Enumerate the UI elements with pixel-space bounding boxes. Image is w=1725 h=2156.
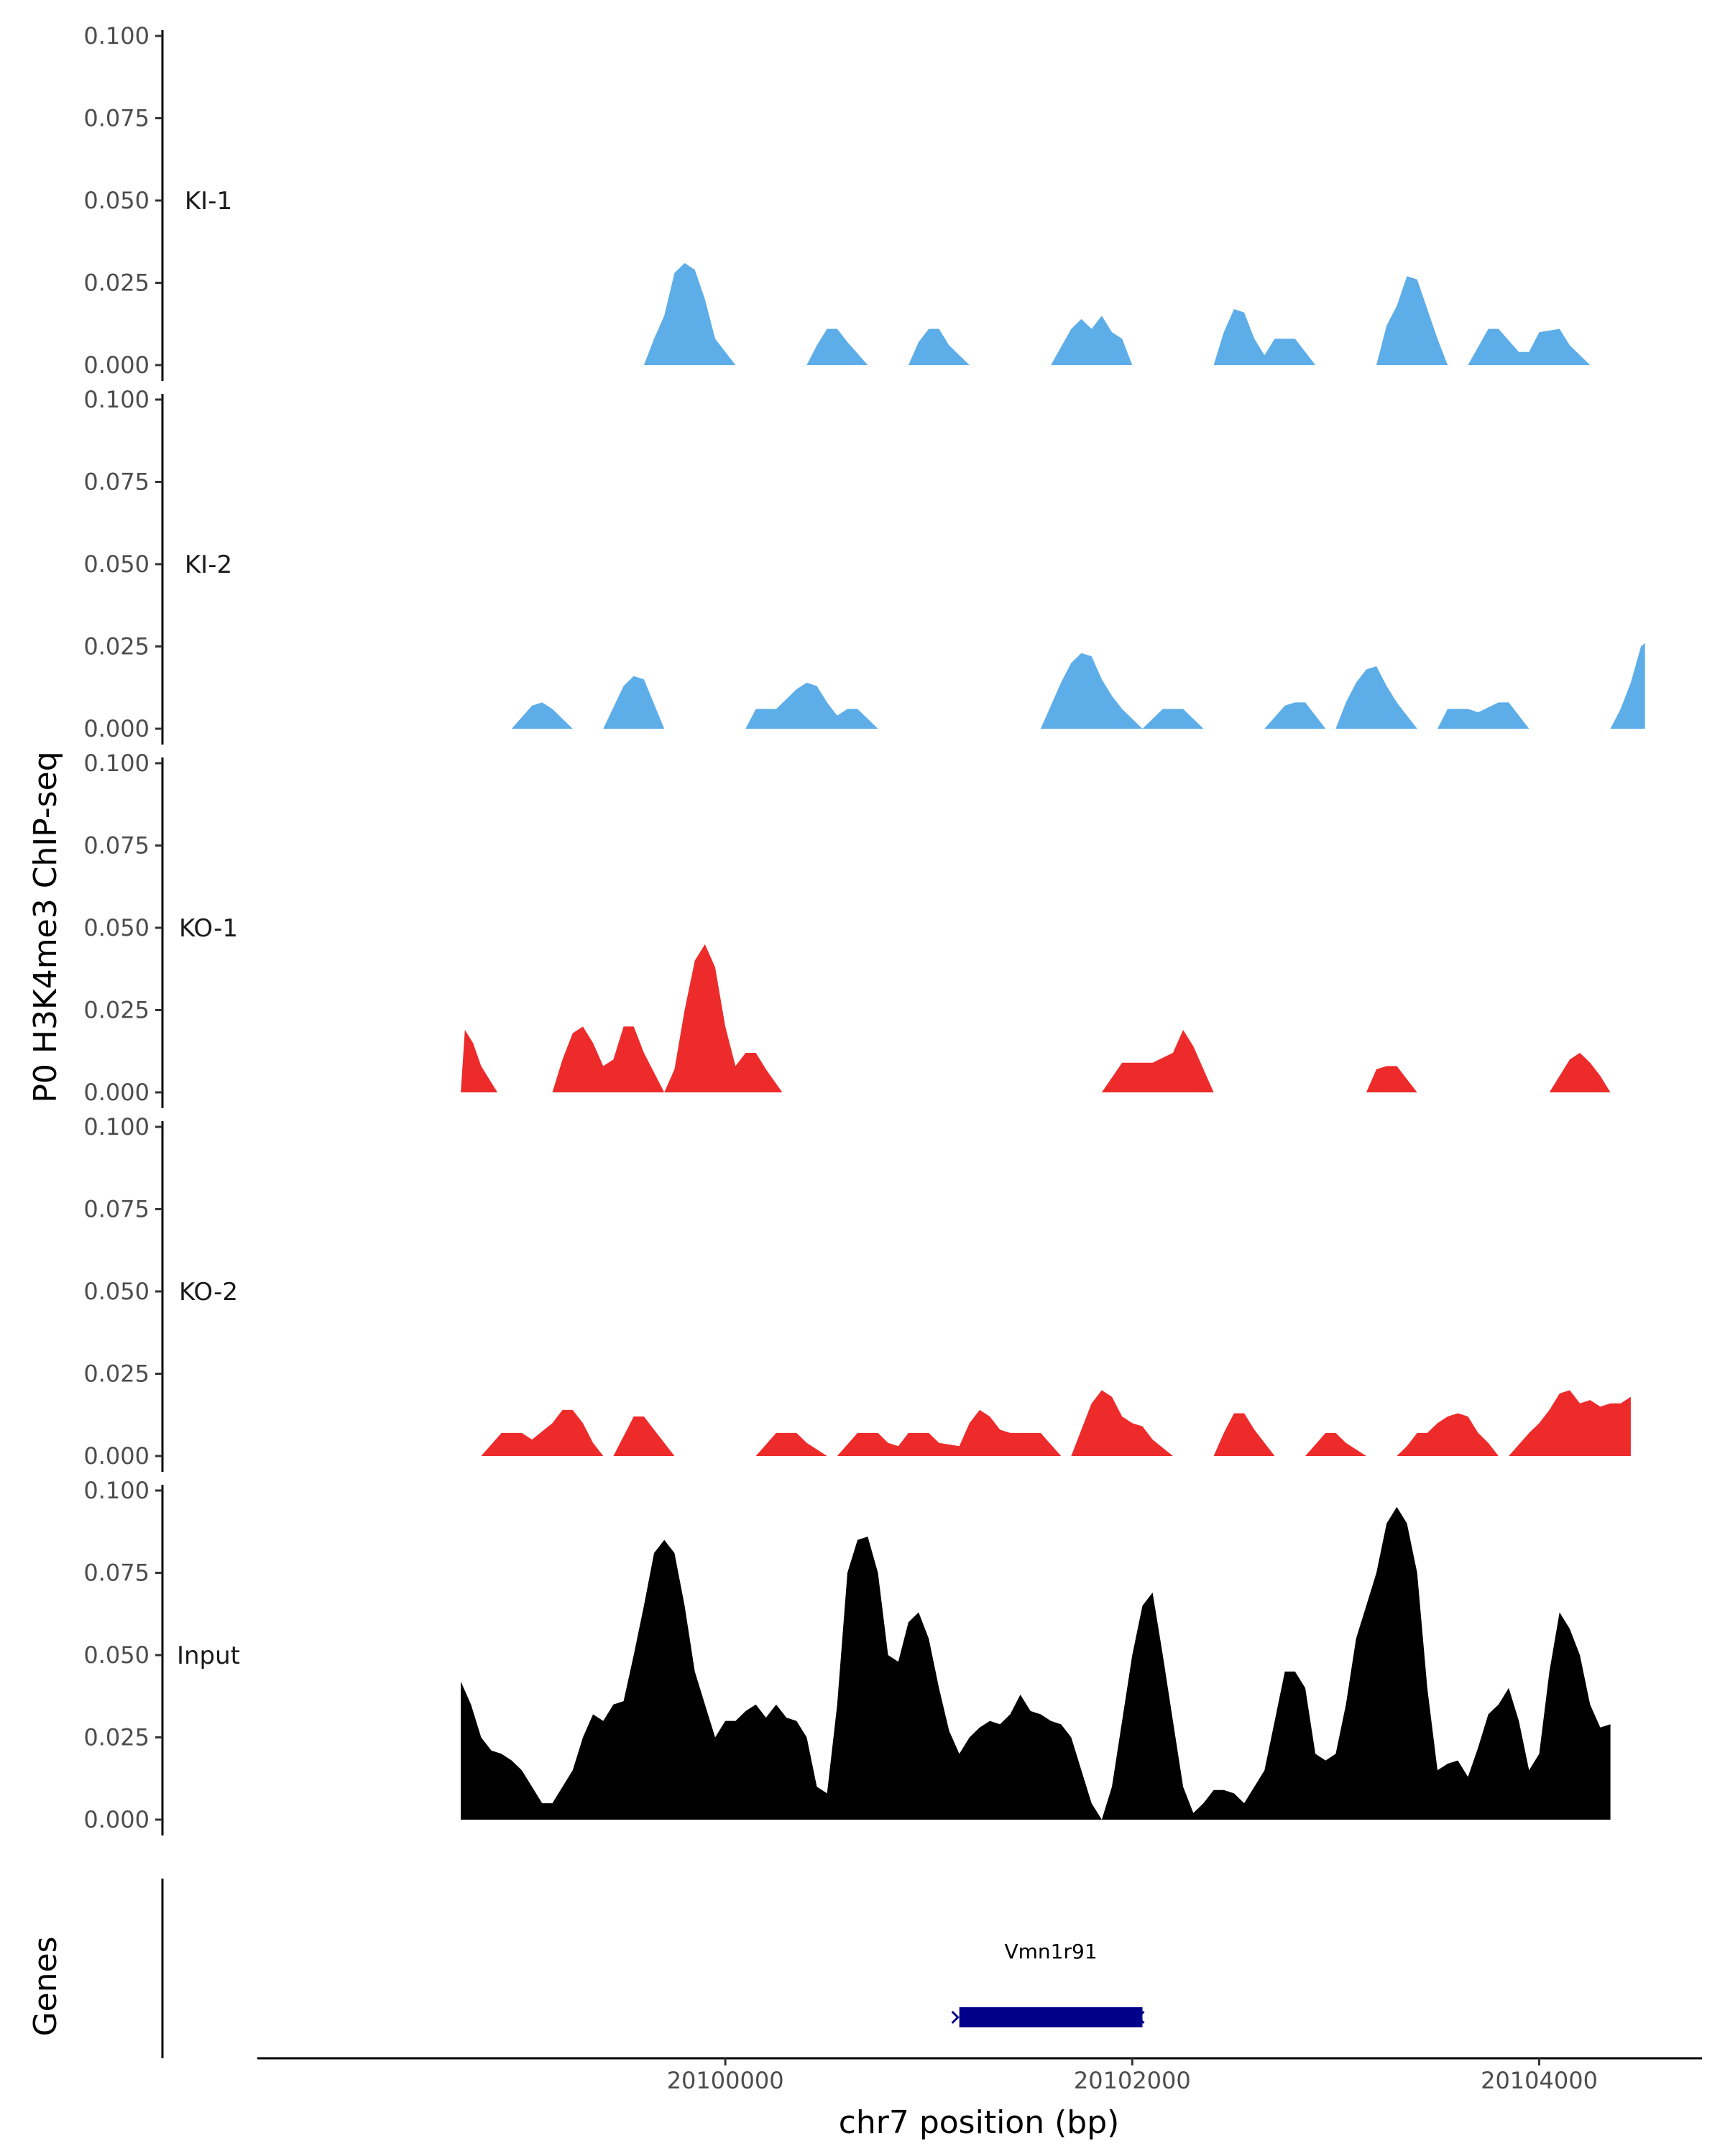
signal-peak (461, 1506, 1611, 1820)
y-tick-label: 0.050 (83, 550, 150, 578)
signal-peak (461, 1030, 498, 1092)
y-tick-label: 0.100 (83, 1477, 150, 1504)
y-tick-label: 0.000 (83, 351, 150, 379)
y-tick-label: 0.100 (83, 22, 150, 50)
y-tick-label: 0.000 (83, 1442, 150, 1470)
gene-strand-arrow (1136, 2010, 1145, 2024)
y-tick-label: 0.025 (83, 270, 150, 297)
y-tick-label: 0.075 (83, 105, 150, 132)
signal-peak (1264, 702, 1326, 729)
signal-peak (613, 1416, 675, 1456)
y-tick-label: 0.075 (83, 1196, 150, 1223)
signal-peak (1610, 642, 1645, 729)
y-tick-label: 0.025 (83, 1360, 150, 1388)
tracks-layer: 0.0000.0250.0500.0750.100KI-10.0000.0250… (83, 22, 1645, 1835)
signal-peak (908, 328, 970, 365)
signal-peak (1071, 1390, 1173, 1456)
gene-strand-arrow (951, 2010, 960, 2024)
signal-peak (1213, 309, 1316, 365)
y-tick-label: 0.075 (83, 832, 150, 860)
y-tick-label: 0.050 (83, 1278, 150, 1305)
y-tick-label: 0.050 (83, 187, 150, 214)
signal-peak (511, 702, 573, 729)
signal-peak (1040, 653, 1143, 729)
signal-peak (745, 682, 878, 729)
gene-label: Vmn1r91 (1005, 1940, 1098, 1963)
x-tick-label: 20104000 (1481, 2067, 1598, 2094)
y-tick-label: 0.000 (83, 715, 150, 742)
signal-peak (1438, 702, 1530, 729)
signal-peak (1213, 1413, 1275, 1456)
signal-peak (1142, 709, 1204, 729)
y-tick-label: 0.050 (83, 1641, 150, 1669)
signal-peak (1549, 1053, 1611, 1092)
y-tick-label: 0.000 (83, 1806, 150, 1833)
signal-peak (755, 1432, 827, 1456)
signal-peak (1305, 1432, 1366, 1456)
track-label: KO-1 (179, 914, 238, 943)
signal-peak (664, 944, 783, 1092)
gene-body (959, 2007, 1143, 2027)
signal-peak (643, 263, 736, 365)
signal-peak (481, 1409, 604, 1456)
y-tick-label: 0.025 (83, 633, 150, 660)
y-axis-title: P0 H3K4me3 ChIP-seq (27, 751, 64, 1102)
signal-peak (806, 328, 868, 365)
track-label: KO-2 (179, 1278, 238, 1307)
y-tick-label: 0.050 (83, 914, 150, 941)
track-panel-input: 0.000 0.025 0.050 0.075 0.100 Input (83, 1477, 1611, 1835)
gene-track: Genes Vmn1r91 (27, 1879, 1145, 2058)
signal-peak (1397, 1413, 1499, 1456)
signal-peak (1376, 276, 1448, 365)
signal-peak (552, 1026, 665, 1092)
track-label: KI-1 (185, 187, 232, 216)
y-tick-label: 0.075 (83, 469, 150, 496)
signal-peak (837, 1409, 1062, 1456)
signal-peak (1366, 1066, 1417, 1092)
track-panel-ki-2: 0.000 0.025 0.050 0.075 0.100 KI-2 (83, 386, 1645, 745)
signal-peak (603, 676, 665, 729)
signal-peak (1468, 328, 1591, 365)
signal-peak (1335, 666, 1417, 729)
gene-axis-title: Genes (27, 1936, 64, 2036)
track-label: Input (177, 1641, 240, 1670)
signal-peak (1051, 315, 1143, 365)
signal-peak (1101, 1030, 1224, 1092)
x-axis-title: chr7 position (bp) (839, 2104, 1120, 2141)
y-tick-label: 0.100 (83, 386, 150, 413)
track-panel-ki-1: 0.000 0.025 0.050 0.075 0.100 KI-1 (83, 22, 1591, 381)
y-tick-label: 0.025 (83, 997, 150, 1024)
track-panel-ko-1: 0.000 0.025 0.050 0.075 0.100 KO-1 (83, 750, 1611, 1108)
y-tick-label: 0.000 (83, 1079, 150, 1106)
x-tick-label: 20102000 (1074, 2067, 1191, 2094)
track-label: KI-2 (185, 550, 232, 579)
track-panel-ko-2: 0.000 0.025 0.050 0.075 0.100 KO-2 (83, 1113, 1631, 1472)
x-axis: 20100000 20102000 20104000 (257, 2057, 1702, 2094)
y-tick-label: 0.025 (83, 1724, 150, 1751)
y-tick-label: 0.075 (83, 1560, 150, 1587)
y-tick-label: 0.100 (83, 1113, 150, 1141)
x-tick-label: 20100000 (667, 2067, 784, 2094)
signal-peak (1509, 1390, 1631, 1456)
y-tick-label: 0.100 (83, 750, 150, 777)
